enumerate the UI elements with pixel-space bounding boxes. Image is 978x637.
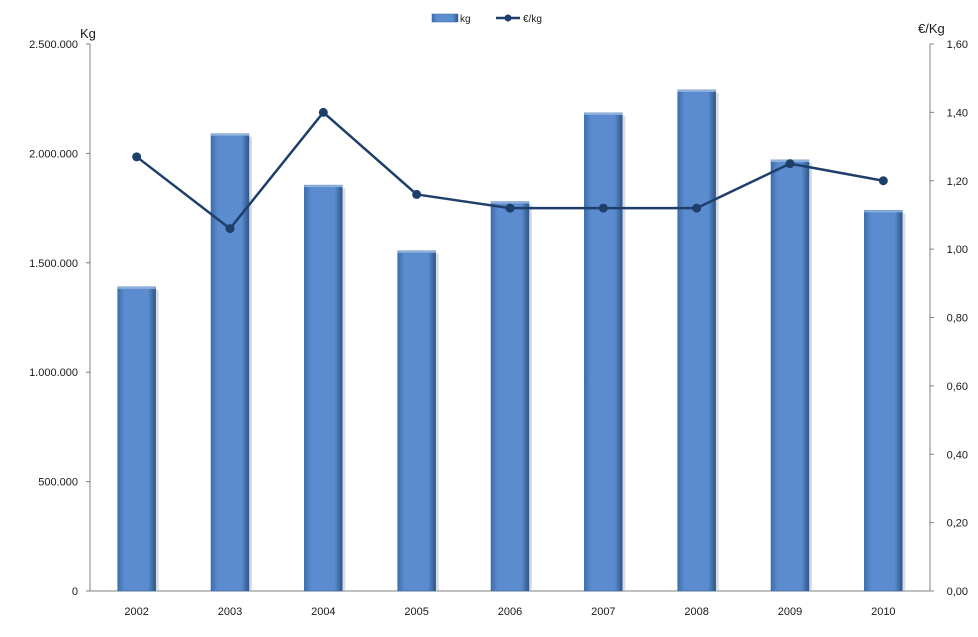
line-point-2006: [505, 203, 515, 213]
bar-top-highlight: [677, 89, 716, 92]
legend-bar-swatch: [431, 13, 459, 23]
right-tick-label: 0,80: [947, 313, 968, 325]
legend-line-marker: [504, 14, 512, 22]
x-tick-label: 2009: [778, 606, 802, 618]
bar-2007: [584, 112, 623, 592]
bar-top-highlight: [491, 201, 529, 204]
bar-2008: [677, 89, 716, 592]
x-tick-label: 2008: [684, 606, 708, 618]
right-tick-label: 0,60: [947, 381, 968, 393]
x-tick-label: 2002: [124, 606, 148, 618]
bar-top-highlight: [117, 286, 156, 289]
bar-2003: [210, 133, 250, 592]
line-point-2004: [318, 107, 328, 117]
right-tick-label: 0,40: [947, 449, 968, 461]
x-tick-label: 2010: [871, 606, 895, 618]
right-tick-label: 1,40: [947, 107, 968, 119]
legend-label-kg: kg: [460, 14, 471, 25]
right-tick-label: 1,60: [947, 39, 968, 51]
bar-top-highlight: [211, 133, 249, 136]
x-tick-label: 2007: [591, 606, 615, 618]
bar-2004: [304, 184, 343, 592]
x-tick-label: 2003: [218, 606, 242, 618]
right-axis-title: €/Kg: [918, 21, 945, 36]
line-point-2002: [132, 152, 142, 162]
line-point-2005: [412, 189, 422, 199]
x-tick-label: 2006: [498, 606, 522, 618]
left-tick-label: 1.500.000: [29, 258, 78, 270]
right-tick-label: 0,00: [947, 586, 968, 598]
legend-label-eur-kg: €/kg: [523, 14, 542, 25]
left-tick-label: 500.000: [38, 477, 78, 489]
line-point-2009: [785, 159, 795, 169]
right-tick-label: 1,20: [947, 176, 968, 188]
line-point-2008: [692, 203, 702, 213]
left-tick-label: 1.000.000: [29, 367, 78, 379]
bar-top-highlight: [864, 210, 903, 213]
line-point-2003: [225, 224, 235, 234]
right-tick-label: 0,20: [947, 518, 968, 530]
left-tick-label: 2.000.000: [29, 148, 78, 160]
bar-2005: [397, 250, 436, 592]
line-point-2007: [598, 203, 608, 213]
bar-2002: [117, 286, 156, 592]
bar-top-highlight: [304, 185, 343, 188]
bar-2009: [770, 159, 810, 592]
right-tick-label: 1,00: [947, 244, 968, 256]
x-tick-label: 2004: [311, 606, 335, 618]
left-axis-title: Kg: [80, 26, 96, 41]
left-tick-label: 2.500.000: [29, 39, 78, 51]
bar-2006: [490, 201, 530, 592]
bar-top-highlight: [584, 112, 623, 115]
left-tick-label: 0: [72, 586, 78, 598]
x-tick-label: 2005: [404, 606, 428, 618]
bar-2010: [864, 210, 903, 592]
line-point-2010: [878, 176, 888, 186]
bar-top-highlight: [397, 250, 436, 253]
